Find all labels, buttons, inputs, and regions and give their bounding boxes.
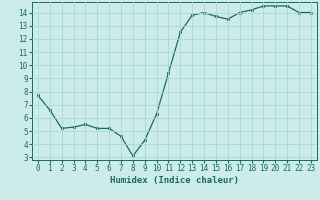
X-axis label: Humidex (Indice chaleur): Humidex (Indice chaleur)	[110, 176, 239, 185]
